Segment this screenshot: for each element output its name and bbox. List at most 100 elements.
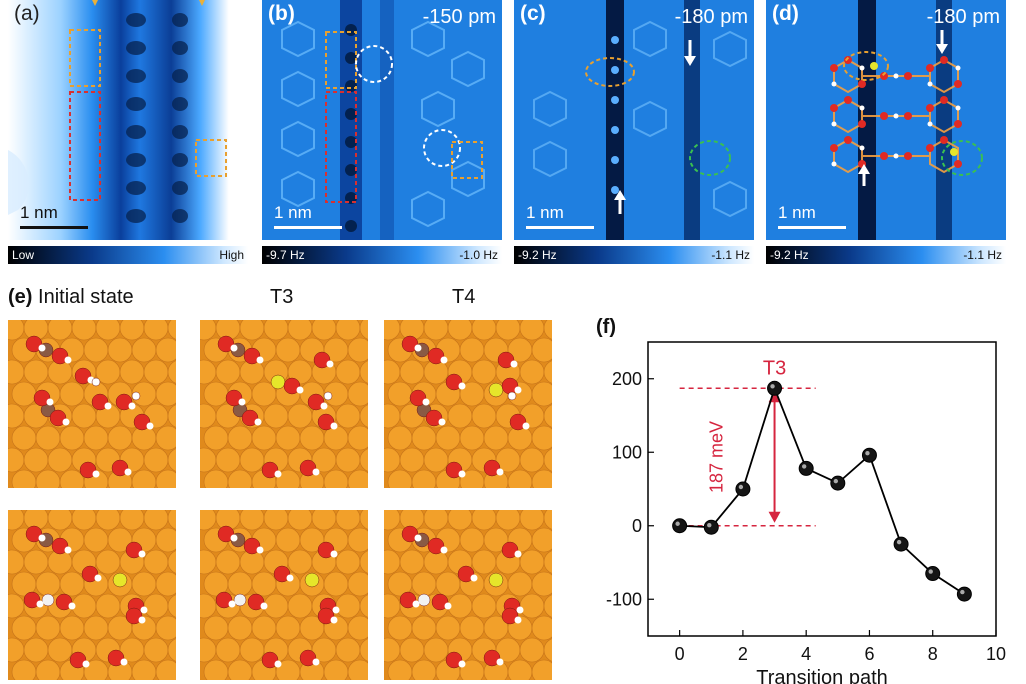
scale-bar bbox=[778, 226, 846, 229]
x-tick-label: 10 bbox=[986, 644, 1006, 664]
colorbar-low: -9.2 Hz bbox=[518, 248, 557, 262]
arrow-down bbox=[684, 40, 696, 66]
white-circle bbox=[355, 45, 393, 83]
tip-height: -180 pm bbox=[674, 6, 748, 28]
slab-image bbox=[384, 510, 552, 680]
slab-image bbox=[8, 510, 176, 680]
colorbar-high: -1.1 Hz bbox=[711, 248, 750, 262]
column-label-t3: T3 bbox=[270, 286, 294, 308]
scale-label: 1 nm bbox=[526, 203, 564, 222]
panel-d-image bbox=[766, 0, 1006, 240]
data-point-highlight bbox=[801, 464, 807, 469]
colorbar-b: -9.7 Hz -1.0 Hz bbox=[262, 246, 502, 264]
panel-a-label: (a) bbox=[14, 2, 40, 25]
orange-circle bbox=[585, 57, 635, 87]
data-point bbox=[798, 460, 814, 476]
data-point-highlight bbox=[896, 539, 902, 545]
data-point bbox=[703, 519, 719, 535]
energy-line bbox=[679, 385, 965, 595]
data-point-highlight bbox=[960, 589, 965, 595]
red-box bbox=[325, 91, 357, 203]
tip-height: -150 pm bbox=[422, 6, 496, 28]
slab-image bbox=[8, 320, 176, 488]
y-tick-label: 200 bbox=[612, 369, 642, 389]
data-point bbox=[767, 380, 783, 396]
data-point-highlight bbox=[928, 569, 933, 574]
scale-label: 1 nm bbox=[274, 203, 312, 222]
slab-image bbox=[384, 320, 552, 488]
barrier-label: 187 meV bbox=[707, 421, 727, 493]
white-circle bbox=[423, 129, 461, 167]
plot-frame bbox=[647, 341, 997, 637]
x-tick-label: 2 bbox=[738, 644, 748, 664]
scale-bar bbox=[526, 226, 594, 229]
panel-c: (c) -180 pm 1 nm bbox=[514, 0, 754, 240]
slab-image bbox=[200, 510, 368, 680]
scale-bar bbox=[274, 226, 342, 229]
colorbar-high: -1.1 Hz bbox=[963, 248, 1002, 262]
panel-b: (b) -150 pm 1 nm bbox=[262, 0, 502, 240]
arrow-up bbox=[614, 190, 626, 214]
panel-e-label: (e) Initial state bbox=[8, 286, 134, 309]
green-circle bbox=[689, 140, 731, 176]
panel-b-label: (b) bbox=[268, 2, 295, 25]
panel-a: (a) 1 nm bbox=[8, 0, 248, 240]
data-point-highlight bbox=[707, 523, 712, 528]
colorbar-high: High bbox=[219, 248, 244, 262]
data-point bbox=[861, 447, 877, 463]
data-point-highlight bbox=[738, 484, 744, 490]
colorbar-a: Low High bbox=[8, 246, 248, 264]
x-axis-label: Transition path bbox=[756, 667, 888, 684]
panel-b-image bbox=[262, 0, 502, 240]
tip-height: -180 pm bbox=[926, 6, 1000, 28]
panel-d-label: (d) bbox=[772, 2, 799, 25]
colorbar-d: -9.2 Hz -1.1 Hz bbox=[766, 246, 1006, 264]
data-point bbox=[893, 536, 909, 552]
red-box bbox=[69, 91, 101, 201]
green-circle bbox=[941, 140, 983, 176]
data-point-highlight bbox=[865, 450, 870, 456]
panel-e-letter: (e) bbox=[8, 286, 33, 308]
orange-box bbox=[325, 31, 357, 89]
colorbar-low: -9.2 Hz bbox=[770, 248, 809, 262]
panel-d: (d) -180 pm 1 nm bbox=[766, 0, 1006, 240]
arrow-head-down bbox=[768, 511, 781, 523]
column-label-initial: Initial state bbox=[38, 286, 134, 308]
slab-image bbox=[200, 320, 368, 488]
scale-label: 1 nm bbox=[778, 203, 816, 222]
y-tick-label: -100 bbox=[606, 589, 642, 609]
data-point bbox=[925, 566, 941, 582]
panel-f-label: (f) bbox=[596, 316, 616, 338]
data-point-highlight bbox=[675, 521, 680, 526]
orange-box bbox=[195, 139, 227, 177]
colorbar-low: Low bbox=[12, 248, 35, 262]
x-tick-label: 6 bbox=[864, 644, 874, 664]
data-point-highlight bbox=[833, 478, 839, 484]
colorbar-high: -1.0 Hz bbox=[459, 248, 498, 262]
x-tick-label: 8 bbox=[928, 644, 938, 664]
data-point bbox=[956, 586, 972, 602]
panel-a-image bbox=[8, 0, 248, 240]
data-point bbox=[672, 518, 688, 534]
colorbar-c: -9.2 Hz -1.1 Hz bbox=[514, 246, 754, 264]
arrow-down bbox=[936, 30, 948, 54]
x-tick-label: 4 bbox=[801, 644, 811, 664]
scale-label: 1 nm bbox=[20, 203, 58, 222]
y-tick-label: 0 bbox=[632, 516, 642, 536]
y-tick-label: 100 bbox=[612, 442, 642, 462]
arrow-up bbox=[858, 164, 870, 186]
scale-bar bbox=[20, 226, 88, 229]
orange-circle bbox=[843, 51, 889, 81]
t3-label: T3 bbox=[763, 357, 786, 379]
data-point-highlight bbox=[770, 384, 775, 389]
data-point bbox=[735, 481, 751, 497]
x-tick-label: 0 bbox=[675, 644, 685, 664]
panel-c-label: (c) bbox=[520, 2, 546, 25]
colorbar-low: -9.7 Hz bbox=[266, 248, 305, 262]
orange-box bbox=[451, 141, 483, 179]
column-label-t4: T4 bbox=[452, 286, 476, 308]
orange-box bbox=[69, 29, 101, 87]
panel-c-image bbox=[514, 0, 754, 240]
data-point bbox=[830, 475, 846, 491]
